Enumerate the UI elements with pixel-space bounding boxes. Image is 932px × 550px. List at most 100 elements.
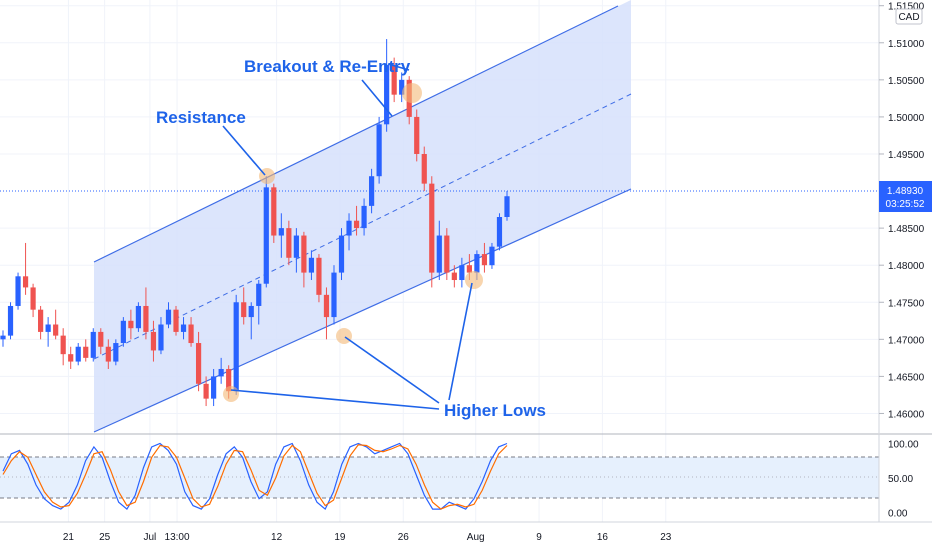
currency-badge[interactable]: CAD xyxy=(895,8,923,25)
channel-lower-line xyxy=(93,188,632,433)
price-tick-label: 1.46500 xyxy=(888,372,925,383)
price-tick-label: 1.51000 xyxy=(888,39,925,50)
candle[interactable] xyxy=(271,183,277,243)
candle-body xyxy=(45,324,51,332)
candle[interactable] xyxy=(0,330,6,347)
candle[interactable] xyxy=(421,146,427,192)
candle-body xyxy=(301,235,307,273)
candle[interactable] xyxy=(98,328,104,355)
candle[interactable] xyxy=(256,280,262,325)
candle[interactable] xyxy=(301,231,307,288)
candle[interactable] xyxy=(143,287,149,340)
candle-body xyxy=(98,331,104,347)
candle[interactable] xyxy=(241,287,247,325)
candle[interactable] xyxy=(203,376,209,407)
candle[interactable] xyxy=(128,309,134,340)
candle-body xyxy=(436,235,442,273)
candle-body xyxy=(7,305,14,336)
candle[interactable] xyxy=(233,294,239,395)
candle[interactable] xyxy=(278,213,284,258)
candle[interactable] xyxy=(105,339,111,369)
candle[interactable] xyxy=(504,191,510,221)
candle[interactable] xyxy=(188,317,194,347)
candle-body xyxy=(203,383,209,399)
candle[interactable] xyxy=(331,265,337,325)
candle[interactable] xyxy=(113,339,119,366)
candle[interactable] xyxy=(316,254,322,303)
candle[interactable] xyxy=(218,357,224,384)
candle[interactable] xyxy=(376,116,382,184)
candle[interactable] xyxy=(165,302,172,329)
time-axis-ticks: 21 25 Jul 13:00 12 19 26 Aug 9 16 23 xyxy=(63,532,672,543)
candle-body xyxy=(459,265,465,281)
candle[interactable] xyxy=(436,220,442,281)
candle[interactable] xyxy=(481,242,488,273)
candle[interactable] xyxy=(75,343,81,366)
time-tick-label: Jul xyxy=(144,532,157,543)
candle-body xyxy=(308,257,315,273)
price-tick-label: 1.46000 xyxy=(888,409,925,420)
candle[interactable] xyxy=(83,339,89,362)
candle[interactable] xyxy=(338,228,345,281)
candle[interactable] xyxy=(45,317,51,347)
candle[interactable] xyxy=(195,331,202,392)
candle-body xyxy=(346,220,352,236)
candle[interactable] xyxy=(38,305,44,340)
price-pane[interactable]: Breakout & Re-Entry Resistance Higher Lo… xyxy=(0,0,932,522)
candle[interactable] xyxy=(353,205,360,236)
highlight-low-2 xyxy=(336,328,352,344)
candle-body xyxy=(0,335,6,340)
candle[interactable] xyxy=(361,198,367,236)
candle[interactable] xyxy=(384,39,390,132)
candle[interactable] xyxy=(173,305,179,336)
candle[interactable] xyxy=(451,265,457,288)
candle[interactable] xyxy=(90,328,96,362)
candle-body xyxy=(368,176,375,206)
indicator-pane[interactable]: 100.00 50.00 0.00 xyxy=(0,434,919,522)
candle[interactable] xyxy=(308,250,315,281)
candle[interactable] xyxy=(286,220,292,266)
candle[interactable] xyxy=(444,228,450,281)
candle[interactable] xyxy=(30,283,36,318)
candle[interactable] xyxy=(489,242,495,269)
currency-badge-box xyxy=(895,8,923,25)
resistance-line xyxy=(222,125,266,176)
candle[interactable] xyxy=(414,109,420,162)
candle-body xyxy=(504,196,510,217)
candle[interactable] xyxy=(293,228,299,273)
candle[interactable] xyxy=(368,168,375,214)
candle-body xyxy=(391,65,397,95)
candle[interactable] xyxy=(120,317,126,347)
highlight-low-1 xyxy=(223,386,239,402)
candle[interactable] xyxy=(263,176,269,288)
candle[interactable] xyxy=(135,302,142,332)
candle[interactable] xyxy=(158,317,164,355)
candle[interactable] xyxy=(150,320,157,362)
candle[interactable] xyxy=(399,72,405,103)
candle[interactable] xyxy=(346,213,352,251)
candle-body xyxy=(22,276,29,288)
candle[interactable] xyxy=(323,287,330,340)
candle-body xyxy=(226,368,232,392)
candle[interactable] xyxy=(496,213,503,251)
candle-body xyxy=(421,153,427,184)
candle[interactable] xyxy=(429,176,435,288)
candles[interactable] xyxy=(0,39,510,407)
candle[interactable] xyxy=(211,368,217,407)
candle-body xyxy=(323,294,330,318)
candle[interactable] xyxy=(68,346,74,369)
candle-body xyxy=(384,65,390,125)
candle[interactable] xyxy=(459,257,465,288)
candle[interactable] xyxy=(22,242,29,295)
candle[interactable] xyxy=(53,309,59,340)
candle[interactable] xyxy=(7,302,14,340)
candle[interactable] xyxy=(180,317,187,340)
indicator-axis-ticks: 100.00 50.00 0.00 xyxy=(888,439,919,519)
candle-body xyxy=(105,346,111,362)
candle-body xyxy=(263,187,269,284)
candle[interactable] xyxy=(60,328,66,366)
candle[interactable] xyxy=(248,302,254,340)
time-tick-label: 26 xyxy=(398,532,410,543)
candle[interactable] xyxy=(15,272,21,310)
